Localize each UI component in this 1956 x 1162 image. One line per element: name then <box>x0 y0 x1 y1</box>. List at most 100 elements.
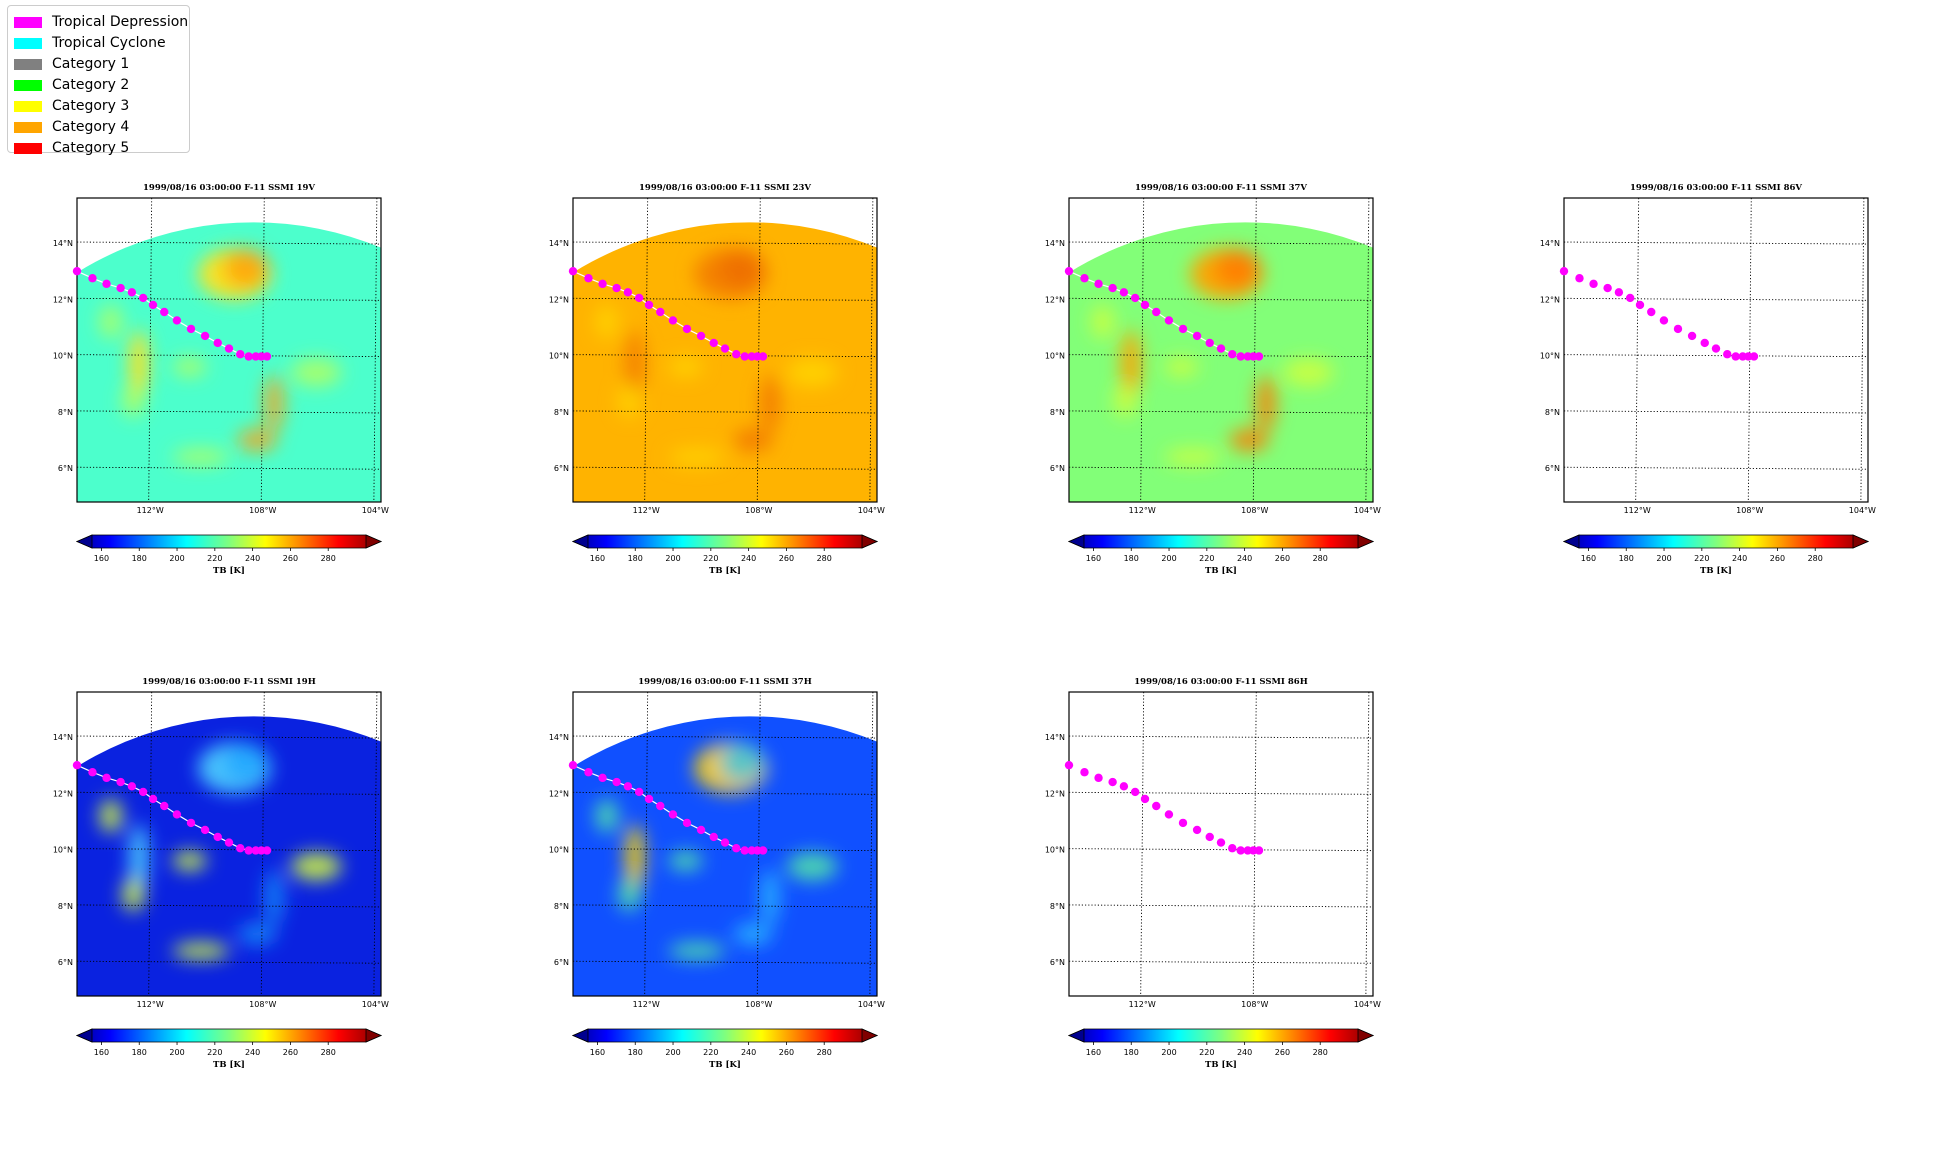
colorbar-label: TB [K] <box>1205 566 1237 576</box>
y-tick-label: 10°N <box>53 352 73 361</box>
y-tick-label: 12°N <box>1045 789 1065 798</box>
colorbar-tick-label: 280 <box>1313 1048 1328 1057</box>
brightness-feature <box>1114 383 1137 418</box>
parallel-line <box>1563 410 1869 414</box>
parallel-line <box>1068 297 1374 301</box>
parallel-line <box>76 735 382 739</box>
track-point <box>244 846 253 855</box>
parallel-line <box>1068 848 1374 852</box>
track-point <box>116 283 125 293</box>
legend-label: Category 2 <box>52 77 130 93</box>
legend-swatch <box>14 121 42 133</box>
x-tick-label: 104°W <box>1849 506 1876 515</box>
track-point <box>200 331 210 341</box>
track-point <box>1254 352 1264 361</box>
brightness-feature <box>1121 330 1141 398</box>
track-point <box>138 293 148 303</box>
colorbar-tick-label: 180 <box>1124 1048 1139 1057</box>
meridian-line <box>644 197 649 503</box>
y-tick-label: 6°N <box>1050 464 1065 473</box>
track-point <box>696 825 706 835</box>
parallel-line <box>1068 904 1374 908</box>
track-point <box>1164 810 1174 819</box>
track-point <box>1080 768 1089 777</box>
colorbar: 160 180 200 220 240 260 280 TB [K] <box>571 1028 879 1070</box>
brightness-feature <box>668 942 725 960</box>
colorbar-tick-label: 260 <box>1770 554 1785 563</box>
brightness-feature <box>264 375 284 432</box>
parallel-line <box>1068 735 1374 739</box>
colorbar-low-extend <box>1562 534 1580 549</box>
track-point <box>1647 307 1656 317</box>
brightness-feature <box>237 428 277 452</box>
track-point <box>1723 350 1732 359</box>
track-point <box>1178 818 1188 828</box>
parallel-line <box>1563 354 1869 358</box>
legend-swatch <box>14 58 42 70</box>
parallel-line <box>76 297 382 301</box>
brightness-feature <box>1164 357 1199 377</box>
track-point <box>568 760 578 770</box>
legend-item: Category 3 <box>14 97 129 115</box>
track-point <box>740 846 749 855</box>
track-point <box>1119 782 1129 791</box>
legend-label: Tropical Cyclone <box>52 35 166 51</box>
colorbar-bar <box>571 1028 879 1043</box>
colorbar: 160 180 200 220 240 260 280 TB [K] <box>1562 534 1870 576</box>
track-point <box>1064 760 1074 770</box>
track-point <box>1108 283 1117 293</box>
parallel-line <box>76 241 382 245</box>
track-point <box>160 307 169 317</box>
track-point <box>720 838 730 847</box>
colorbar-label: TB [K] <box>1205 1060 1237 1070</box>
colorbar-low-extend <box>1067 534 1085 549</box>
colorbar-tick-label: 200 <box>1656 554 1671 563</box>
track-point <box>1119 288 1129 297</box>
colorbar-tick-label: 200 <box>1161 1048 1176 1057</box>
track-point <box>598 773 607 783</box>
brightness-feature <box>719 248 765 289</box>
brightness-feature <box>223 248 269 289</box>
colorbar-tick-label: 200 <box>1161 554 1176 563</box>
chart-title: 1999/08/16 03:00:00 F-11 SSMI 23V <box>639 183 811 193</box>
colorbar-tick-label: 200 <box>169 1048 184 1057</box>
brightness-feature <box>129 824 149 892</box>
y-tick-label: 8°N <box>554 408 569 417</box>
brightness-feature <box>625 330 645 398</box>
legend-label: Category 1 <box>52 56 130 72</box>
track-point <box>709 338 718 348</box>
chart-title: 1999/08/16 03:00:00 F-11 SSMI 37V <box>1135 183 1307 193</box>
track-point <box>102 773 111 783</box>
colorbar: 160 180 200 220 240 260 280 TB [K] <box>1067 1028 1375 1070</box>
track-point <box>244 352 253 361</box>
meridian-line <box>1365 691 1370 997</box>
brightness-feature <box>1091 304 1115 339</box>
x-tick-label: 108°W <box>1241 506 1268 515</box>
brightness-feature <box>129 330 149 398</box>
track-point <box>1589 279 1598 289</box>
x-tick-label: 112°W <box>1129 1000 1156 1009</box>
legend-item: Category 1 <box>14 55 129 73</box>
brightness-feature <box>733 922 773 946</box>
track-point <box>172 316 182 325</box>
track-point <box>236 350 245 359</box>
legend-swatch <box>14 100 42 112</box>
parallel-line <box>572 848 878 852</box>
brightness-feature <box>99 304 123 339</box>
track-point <box>584 768 593 777</box>
track-point <box>1216 838 1226 847</box>
chart-panel-19v: 1999/08/16 03:00:00 F-11 SSMI 19V 112°W 10… <box>53 183 389 576</box>
track-point <box>644 794 654 804</box>
brightness-feature <box>668 448 725 466</box>
track-point <box>758 352 768 361</box>
colorbar-tick-label: 200 <box>169 554 184 563</box>
y-tick-label: 8°N <box>1050 408 1065 417</box>
colorbar-low-extend <box>75 1028 93 1043</box>
colorbar-tick-label: 160 <box>1581 554 1596 563</box>
y-tick-label: 12°N <box>549 789 569 798</box>
y-tick-label: 8°N <box>1050 902 1065 911</box>
colorbar: 160 180 200 220 240 260 280 TB [K] <box>1067 534 1375 576</box>
data-swath <box>573 222 877 502</box>
track-point <box>148 794 158 804</box>
track-point <box>88 768 97 777</box>
